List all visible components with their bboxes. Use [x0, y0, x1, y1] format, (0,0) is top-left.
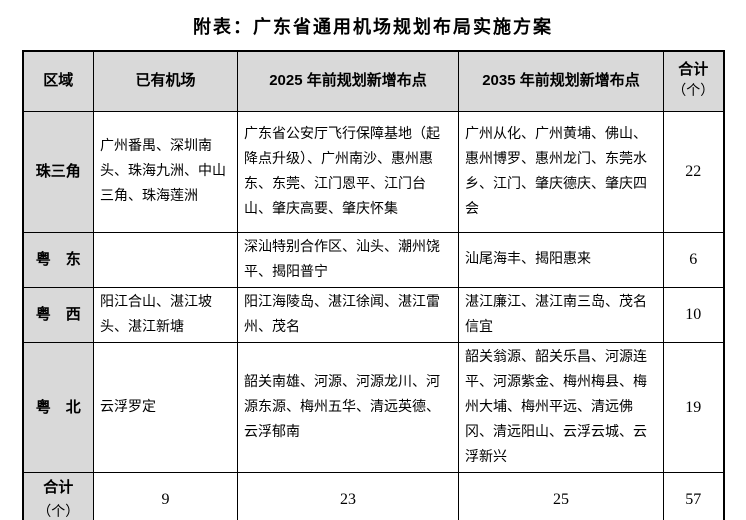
table-row-yue-north: 粤 北 云浮罗定 韶关南雄、河源、河源龙川、河源东源、梅州五华、清远英德、云浮郁… [22, 341, 724, 473]
column-header-region: 区域 [22, 50, 94, 112]
footer-existing-total-cell: 9 [93, 471, 238, 520]
plan-2025-cell: 阳江海陵岛、湛江徐闻、湛江雷州、茂名 [237, 286, 459, 343]
table-row-pearl-river-delta: 珠三角 广州番禺、深圳南头、珠海九洲、中山三角、珠海莲洲 广东省公安厅飞行保障基… [22, 110, 724, 233]
page-title: 附表：广东省通用机场规划布局实施方案 [193, 17, 553, 37]
region-cell: 粤 东 [22, 231, 94, 288]
footer-total-label-line2: （个） [37, 504, 80, 520]
plan-2035-cell: 韶关翁源、韶关乐昌、河源连平、河源紫金、梅州梅县、梅州大埔、梅州平远、清远佛冈、… [458, 341, 664, 473]
existing-airports-cell: 阳江合山、湛江坡头、湛江新塘 [93, 286, 238, 343]
region-cell: 粤 西 [22, 286, 94, 343]
table-row-yue-east: 粤 东 深汕特别合作区、汕头、潮州饶平、揭阳普宁 汕尾海丰、揭阳惠来 6 [22, 231, 724, 288]
existing-airports-cell: 广州番禺、深圳南头、珠海九洲、中山三角、珠海莲洲 [93, 110, 238, 233]
plan-2035-cell: 广州从化、广州黄埔、佛山、惠州博罗、惠州龙门、东莞水乡、江门、肇庆德庆、肇庆四会 [458, 110, 664, 233]
column-header-total: 合计 （个） [663, 50, 724, 112]
footer-plan-2035-total-cell: 25 [458, 471, 664, 520]
plan-2025-cell: 深汕特别合作区、汕头、潮州饶平、揭阳普宁 [237, 231, 459, 288]
airport-plan-table: 区域 已有机场 2025 年前规划新增布点 2035 年前规划新增布点 合计 （… [21, 50, 725, 520]
plan-2025-cell: 韶关南雄、河源、河源龙川、河源东源、梅州五华、清远英德、云浮郁南 [237, 341, 459, 473]
column-header-plan-2035: 2035 年前规划新增布点 [458, 50, 664, 112]
table-footer-row: 合计 （个） 9 23 25 57 [22, 471, 724, 520]
plan-2035-cell: 汕尾海丰、揭阳惠来 [458, 231, 664, 288]
plan-2025-cell: 广东省公安厅飞行保障基地（起降点升级）、广州南沙、惠州惠东、东莞、江门恩平、江门… [237, 110, 459, 233]
existing-airports-cell [93, 231, 238, 288]
region-cell: 珠三角 [22, 110, 94, 233]
total-cell: 6 [663, 231, 724, 288]
total-cell: 10 [663, 286, 724, 343]
table-header-row: 区域 已有机场 2025 年前规划新增布点 2035 年前规划新增布点 合计 （… [22, 50, 724, 112]
column-header-total-line2: （个） [672, 84, 715, 100]
total-cell: 22 [663, 110, 724, 233]
total-cell: 19 [663, 341, 724, 473]
table-row-yue-west: 粤 西 阳江合山、湛江坡头、湛江新塘 阳江海陵岛、湛江徐闻、湛江雷州、茂名 湛江… [22, 286, 724, 343]
footer-grand-total-cell: 57 [663, 471, 724, 520]
column-header-total-line1: 合计 [678, 61, 709, 79]
column-header-existing-airports: 已有机场 [93, 50, 238, 112]
footer-plan-2025-total-cell: 23 [237, 471, 459, 520]
footer-total-label-cell: 合计 （个） [22, 471, 94, 520]
footer-total-label-line1: 合计 [43, 478, 74, 496]
plan-2035-cell: 湛江廉江、湛江南三岛、茂名信宜 [458, 286, 664, 343]
existing-airports-cell: 云浮罗定 [93, 341, 238, 473]
column-header-plan-2025: 2025 年前规划新增布点 [237, 50, 459, 112]
region-cell: 粤 北 [22, 341, 94, 473]
